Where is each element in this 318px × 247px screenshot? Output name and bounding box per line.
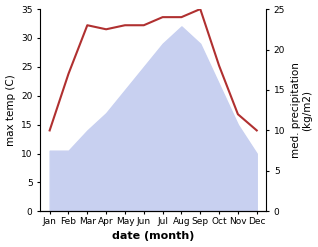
Y-axis label: med. precipitation
(kg/m2): med. precipitation (kg/m2) xyxy=(291,62,313,158)
X-axis label: date (month): date (month) xyxy=(112,231,194,242)
Y-axis label: max temp (C): max temp (C) xyxy=(5,74,16,146)
